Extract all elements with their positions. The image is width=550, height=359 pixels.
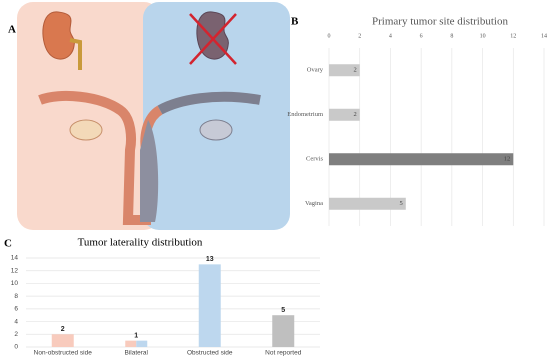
- panel-label: C: [4, 238, 12, 250]
- y-tick-label: 2: [14, 331, 18, 338]
- y-tick-label: 12: [11, 267, 19, 274]
- x-tick-label: Obstructed side: [187, 350, 233, 357]
- value-label: 12: [504, 156, 511, 163]
- left-panel: [17, 2, 160, 230]
- x-tick-label: Bilateral: [125, 350, 149, 357]
- x-tick-label: 2: [358, 33, 361, 39]
- bar: [272, 315, 294, 347]
- x-tick-label: 14: [541, 33, 547, 39]
- bar: [52, 334, 74, 347]
- y-tick-label: 0: [14, 344, 18, 351]
- x-tick-label: 8: [450, 33, 453, 39]
- y-tick-label: Vagina: [305, 200, 323, 207]
- bar-part: [136, 341, 147, 347]
- value-label: 5: [281, 307, 285, 314]
- y-tick-label: 14: [11, 255, 19, 262]
- bar-part: [125, 341, 136, 347]
- chart-title: Primary tumor site distribution: [372, 16, 508, 28]
- y-tick-label: Cervis: [306, 156, 323, 163]
- bar: [199, 264, 221, 347]
- x-tick-label: 0: [328, 33, 331, 39]
- value-label: 1: [134, 332, 138, 339]
- x-tick-label: Non-obstructed side: [34, 350, 93, 357]
- value-label: 2: [353, 67, 356, 74]
- ovary-right: [200, 120, 232, 140]
- y-tick-label: 4: [14, 318, 18, 325]
- x-tick-label: Not reported: [265, 350, 302, 357]
- bar: [329, 153, 513, 165]
- bar: [329, 198, 406, 210]
- y-tick-label: Endometrium: [287, 111, 323, 118]
- panel-label: A: [8, 24, 16, 36]
- illustration: [17, 2, 290, 230]
- chart-title: Tumor laterality distribution: [78, 237, 203, 249]
- y-tick-label: 10: [11, 280, 19, 287]
- panel-label: B: [291, 16, 299, 28]
- value-label: 5: [400, 200, 403, 207]
- ovary-left: [70, 120, 102, 140]
- x-tick-label: 10: [480, 33, 486, 39]
- value-label: 13: [206, 256, 214, 263]
- y-tick-label: 6: [14, 306, 18, 313]
- x-tick-label: 12: [510, 33, 516, 39]
- y-tick-label: Ovary: [307, 67, 324, 74]
- x-tick-label: 4: [389, 33, 392, 39]
- value-label: 2: [353, 111, 356, 118]
- y-tick-label: 8: [14, 293, 18, 300]
- value-label: 2: [61, 326, 65, 333]
- x-tick-label: 6: [420, 33, 423, 39]
- kidney-left: [43, 12, 75, 59]
